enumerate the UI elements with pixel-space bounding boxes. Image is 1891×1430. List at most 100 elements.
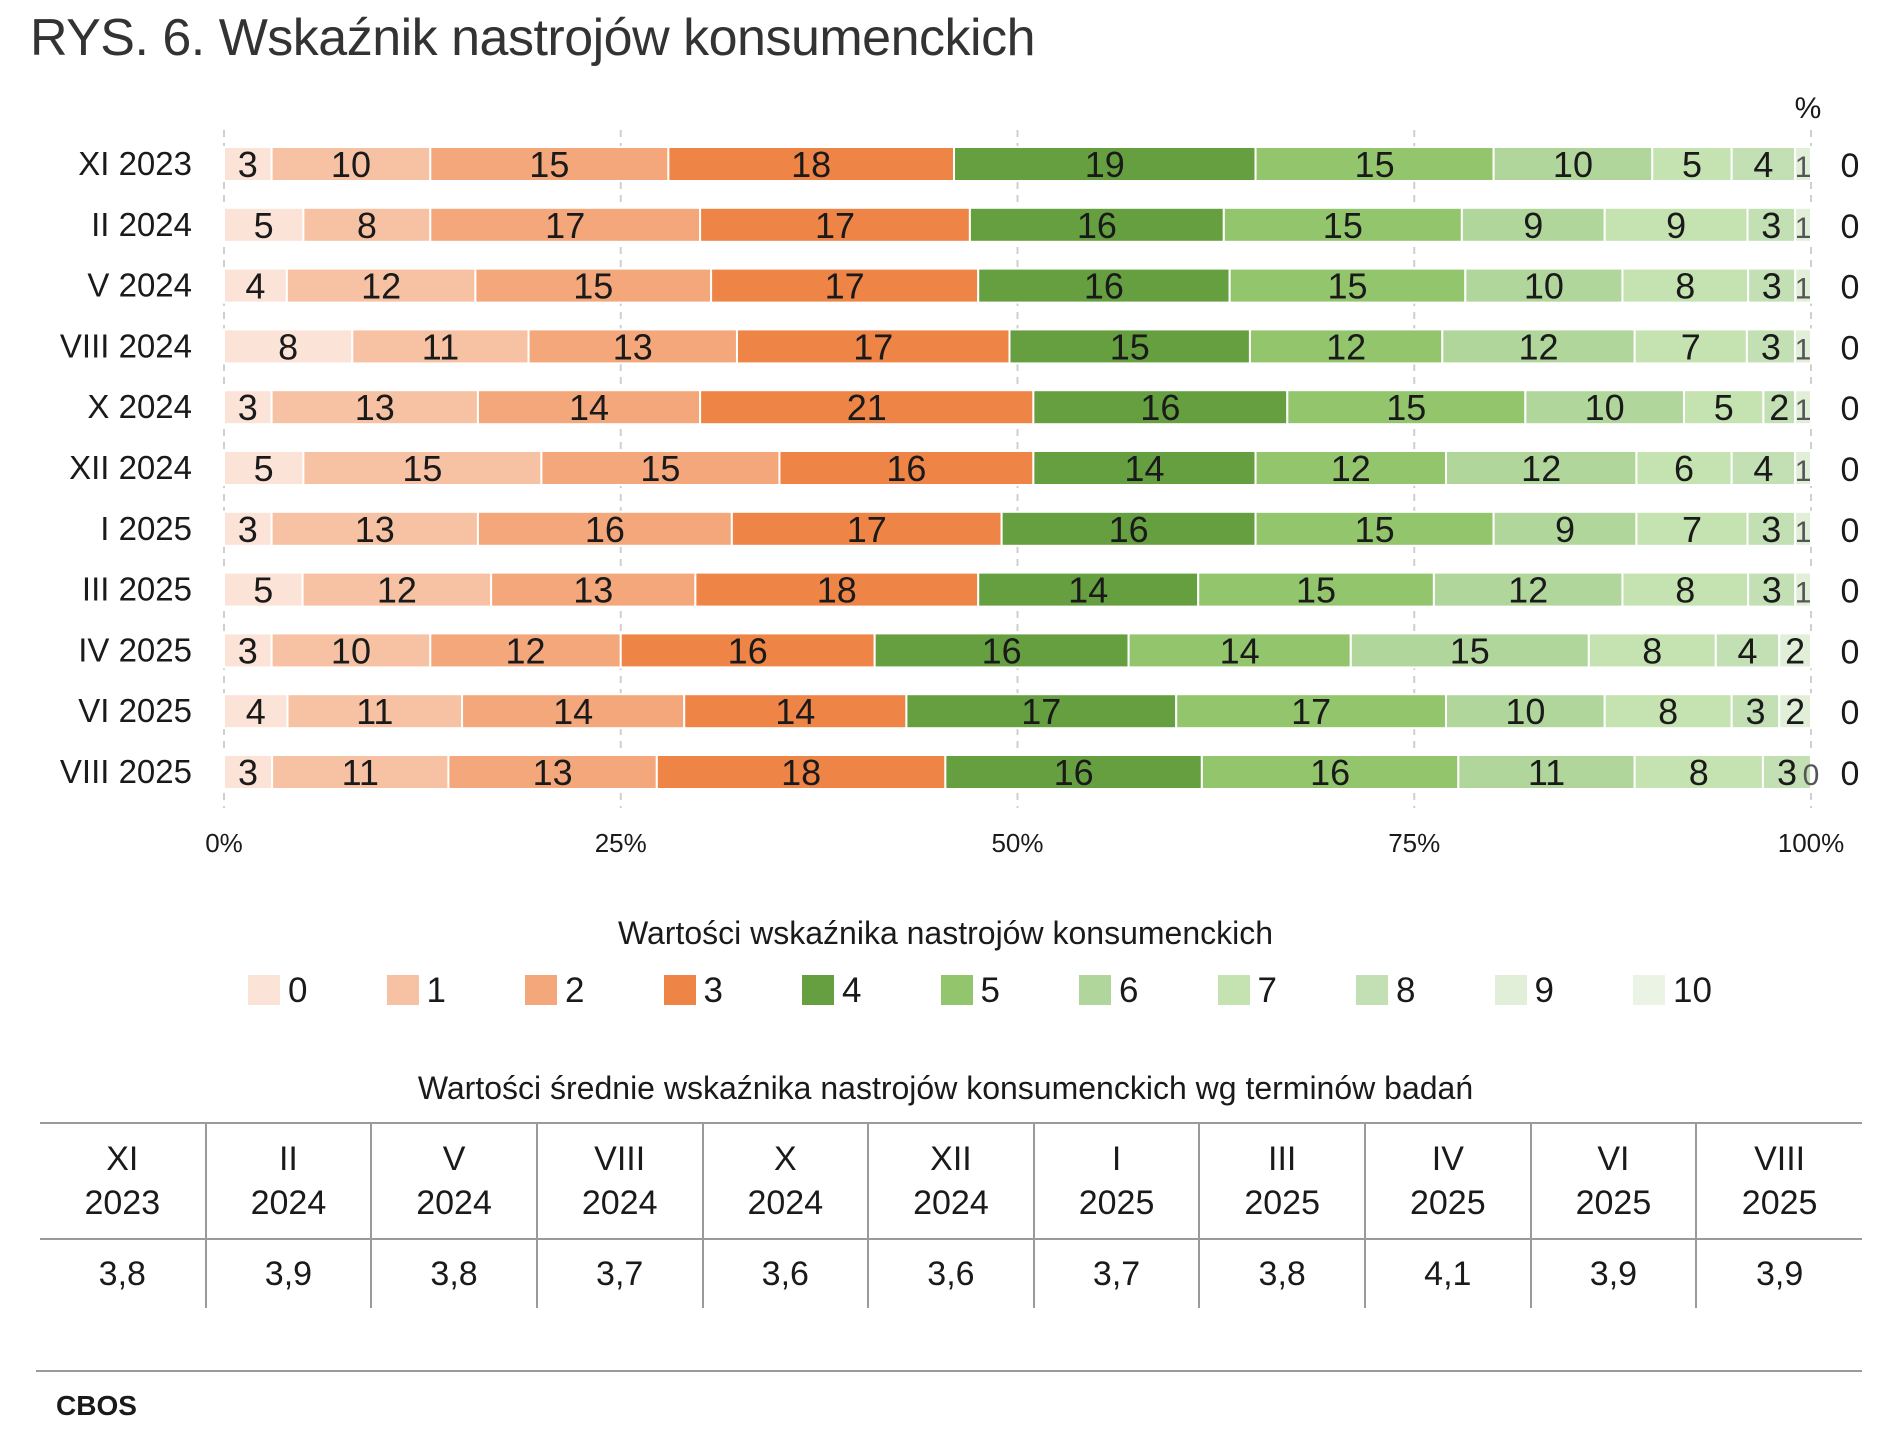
data-label: 1 (1795, 455, 1812, 488)
data-label: 15 (1327, 266, 1367, 307)
bar-segment (1794, 450, 1813, 486)
bar-segment (1200, 754, 1460, 790)
bar-segment (1175, 693, 1447, 730)
category-label: V 2024 (87, 267, 192, 304)
bar-segment (490, 571, 697, 608)
data-label: 17 (545, 205, 585, 246)
bar-segment (1441, 328, 1636, 365)
legend-label: 6 (1119, 971, 1139, 1010)
data-label: 12 (1521, 448, 1561, 489)
data-label: 12 (361, 266, 401, 307)
data-label: 15 (1355, 144, 1395, 185)
category-label: IV 2025 (78, 631, 192, 668)
data-label: 10 (331, 144, 371, 185)
bar-segment (944, 754, 1203, 790)
table-title: Wartości średnie wskaźnika nastrojów kon… (417, 1070, 1474, 1106)
data-label: 11 (356, 691, 393, 732)
data-label: 14 (553, 691, 593, 732)
category-label: I 2025 (100, 510, 192, 547)
bar-segment (223, 267, 288, 304)
data-label: 3 (1777, 752, 1797, 793)
data-label: 13 (573, 570, 613, 611)
data-label: 8 (1642, 630, 1662, 671)
data-label: 18 (817, 570, 857, 611)
data-label: 16 (1140, 387, 1180, 428)
legend-swatch (1217, 975, 1250, 1005)
data-label: 15 (573, 266, 613, 307)
table-header-cell: IV 2025 (1365, 1123, 1532, 1239)
bar-segment (223, 206, 305, 243)
data-label: 2 (1785, 691, 1805, 732)
table-header-cell: XII 2024 (868, 1123, 1035, 1239)
category-label: III 2025 (82, 571, 192, 608)
bar-segment (1746, 206, 1797, 243)
data-label: 5 (1682, 144, 1702, 185)
data-label: 16 (728, 630, 768, 671)
bar-segment (429, 206, 702, 243)
data-label: 8 (278, 326, 298, 367)
data-label: 16 (1109, 509, 1149, 550)
bar-segment (1127, 632, 1352, 669)
data-label: 7 (1681, 326, 1701, 367)
bar-segment (1524, 389, 1686, 426)
data-label: 4 (1753, 144, 1773, 185)
data-label: 3 (1761, 509, 1781, 550)
table-value-cell: 3,7 (536, 1239, 704, 1308)
data-label: 12 (1518, 326, 1558, 367)
data-label: 4 (1753, 448, 1773, 489)
bar-segment (953, 146, 1257, 182)
data-label: 3 (238, 144, 258, 185)
bar-segment (977, 267, 1231, 304)
bar-segment (735, 328, 1011, 365)
bar-segment (710, 267, 980, 304)
data-label: 15 (640, 448, 680, 489)
table-header-cell: II 2024 (205, 1123, 373, 1239)
footer-divider (36, 1370, 1862, 1372)
bar-segment (223, 450, 305, 486)
legend-swatch (248, 975, 280, 1005)
data-label: 3 (1745, 691, 1765, 732)
legend-swatch (1079, 975, 1111, 1005)
bar-segment (1651, 146, 1733, 182)
data-label: 13 (613, 326, 653, 367)
data-label: 12 (1326, 326, 1366, 367)
data-label: 1 (1795, 516, 1812, 549)
data-label: 12 (1331, 448, 1371, 489)
bar-segment (1222, 206, 1463, 243)
bar-segment (905, 693, 1178, 730)
data-label: 16 (1054, 752, 1094, 793)
table-header-cell: VIII 2025 (1741, 1140, 1818, 1222)
data-label-outside: 0 (1841, 755, 1860, 793)
bar-segment (1714, 632, 1781, 669)
legend-swatch (525, 975, 557, 1005)
bar-segment (1587, 632, 1717, 669)
data-label: 19 (1085, 144, 1125, 185)
table-header-cell: V 2024 (371, 1123, 538, 1239)
legend-title: Wartości wskaźnika nastrojów konsumencki… (617, 915, 1274, 951)
data-label: 5 (1714, 387, 1734, 428)
x-tick-label: 100% (1778, 828, 1845, 858)
bar-segment (1730, 693, 1781, 730)
data-label: 3 (238, 509, 258, 550)
data-label: 4 (1738, 630, 1758, 671)
bar-segment (429, 632, 622, 669)
data-label: 8 (1658, 691, 1678, 732)
data-label-outside: 0 (1841, 512, 1860, 550)
bar-segment (683, 693, 908, 730)
bar-segment (1762, 389, 1797, 426)
bar-segment (730, 510, 1003, 547)
bar-segment (1794, 510, 1813, 547)
legend-swatch (1356, 975, 1388, 1005)
legend-label: 2 (565, 971, 585, 1010)
data-label: 15 (402, 448, 442, 489)
data-label: 5 (254, 448, 274, 489)
data-label: 15 (1355, 509, 1395, 550)
data-label-outside: 0 (1841, 147, 1860, 185)
table-header-cell: I 2025 (1033, 1123, 1201, 1239)
data-label: 12 (506, 630, 546, 671)
data-label: 1 (1795, 394, 1812, 427)
data-label: 14 (569, 387, 609, 428)
table-header-cell: XI 2023 (40, 1123, 207, 1239)
bar-segment (1349, 632, 1590, 669)
data-label: 2 (1769, 387, 1789, 428)
